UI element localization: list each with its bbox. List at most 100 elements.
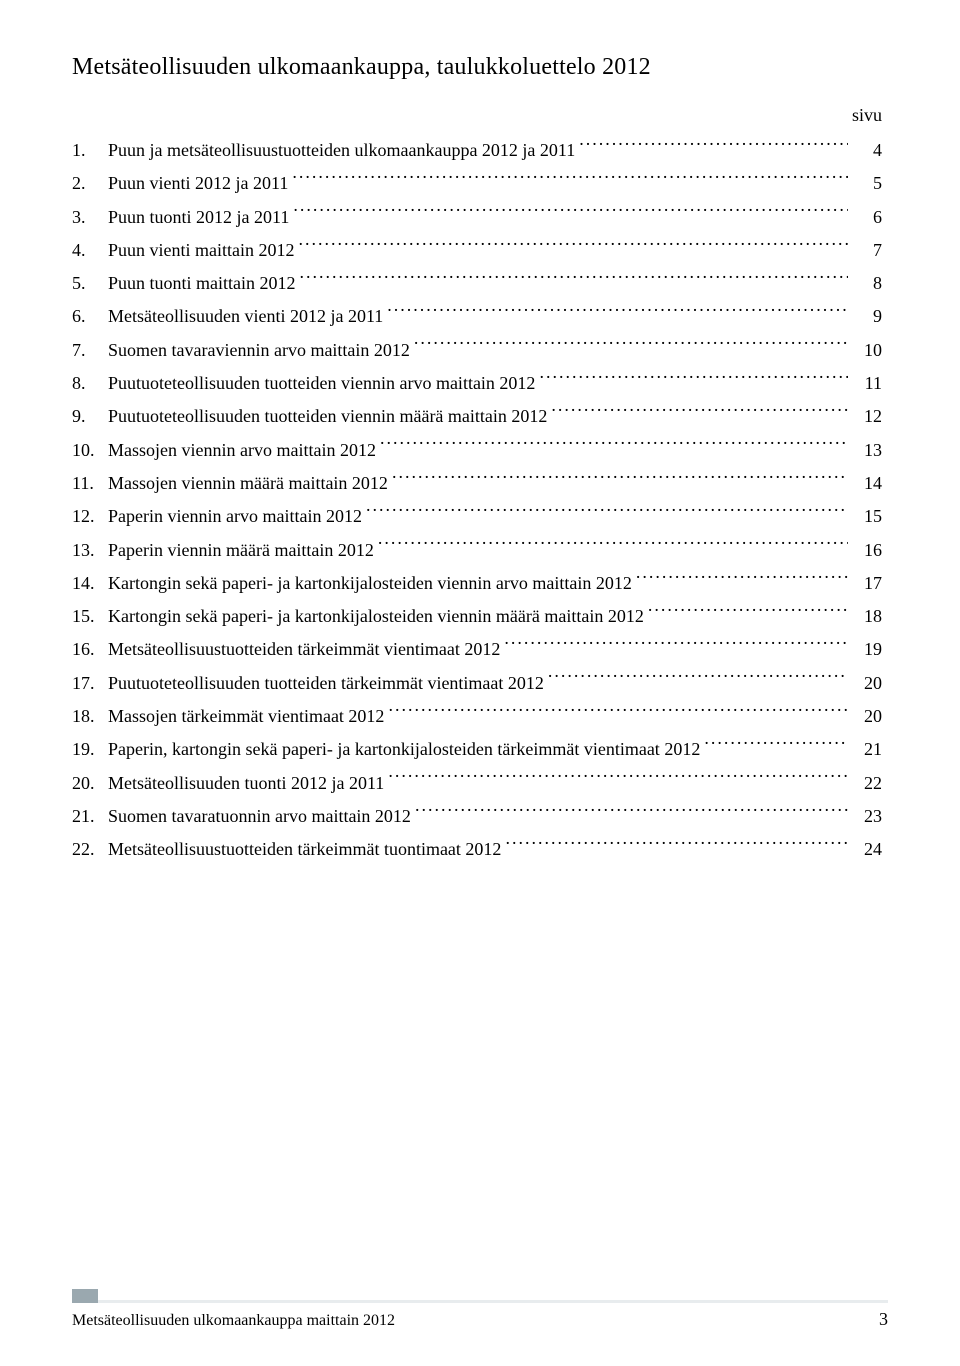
toc-item-number: 2. bbox=[72, 167, 108, 200]
toc-item-page: 4 bbox=[852, 134, 888, 167]
toc-leader-dots bbox=[392, 471, 848, 489]
toc-item-text: Puun ja metsäteollisuustuotteiden ulkoma… bbox=[108, 134, 575, 167]
toc-item-number: 3. bbox=[72, 201, 108, 234]
toc-item-number: 20. bbox=[72, 767, 108, 800]
toc-item-text: Metsäteollisuustuotteiden tärkeimmät vie… bbox=[108, 633, 500, 666]
toc-row: 10.Massojen viennin arvo maittain 201213 bbox=[72, 434, 888, 467]
toc-item-text: Metsäteollisuuden tuonti 2012 ja 2011 bbox=[108, 767, 384, 800]
toc-item-number: 15. bbox=[72, 600, 108, 633]
toc-item-number: 1. bbox=[72, 134, 108, 167]
toc-row: 2.Puun vienti 2012 ja 20115 bbox=[72, 167, 888, 200]
toc-item-text: Kartongin sekä paperi- ja kartonkijalost… bbox=[108, 600, 644, 633]
footer-page-number: 3 bbox=[879, 1309, 888, 1330]
toc-item-number: 21. bbox=[72, 800, 108, 833]
footer-text: Metsäteollisuuden ulkomaankauppa maittai… bbox=[72, 1312, 395, 1330]
toc-row: 20.Metsäteollisuuden tuonti 2012 ja 2011… bbox=[72, 767, 888, 800]
footer-line: Metsäteollisuuden ulkomaankauppa maittai… bbox=[72, 1309, 888, 1330]
toc-item-number: 16. bbox=[72, 633, 108, 666]
toc-row: 13.Paperin viennin määrä maittain 2012 16 bbox=[72, 534, 888, 567]
toc-leader-dots bbox=[414, 338, 848, 356]
toc-item-number: 9. bbox=[72, 400, 108, 433]
page-footer: Metsäteollisuuden ulkomaankauppa maittai… bbox=[0, 1289, 960, 1330]
toc-row: 3.Puun tuonti 2012 ja 2011 6 bbox=[72, 201, 888, 234]
toc-item-number: 19. bbox=[72, 733, 108, 766]
toc-item-page: 10 bbox=[852, 334, 888, 367]
toc-item-text: Puutuoteteollisuuden tuotteiden viennin … bbox=[108, 400, 547, 433]
toc-leader-dots bbox=[378, 538, 848, 556]
toc-item-number: 4. bbox=[72, 234, 108, 267]
toc-item-text: Puun vienti maittain 2012 bbox=[108, 234, 295, 267]
toc-row: 14.Kartongin sekä paperi- ja kartonkijal… bbox=[72, 567, 888, 600]
toc-item-page: 20 bbox=[852, 667, 888, 700]
toc-item-page: 17 bbox=[852, 567, 888, 600]
toc-item-number: 12. bbox=[72, 500, 108, 533]
toc-item-text: Massojen tärkeimmät vientimaat 2012 bbox=[108, 700, 384, 733]
toc-item-page: 6 bbox=[852, 201, 888, 234]
toc-item-text: Metsäteollisuuden vienti 2012 ja 2011 bbox=[108, 300, 383, 333]
toc-item-text: Paperin viennin määrä maittain 2012 bbox=[108, 534, 374, 567]
toc-item-page: 21 bbox=[852, 733, 888, 766]
toc-item-text: Massojen viennin määrä maittain 2012 bbox=[108, 467, 388, 500]
toc-leader-dots bbox=[388, 771, 848, 789]
toc-item-page: 18 bbox=[852, 600, 888, 633]
toc-leader-dots bbox=[387, 304, 848, 322]
toc-item-page: 9 bbox=[852, 300, 888, 333]
toc-leader-dots bbox=[505, 837, 848, 855]
toc-leader-dots bbox=[539, 371, 848, 389]
toc-leader-dots bbox=[636, 571, 848, 589]
toc-row: 16.Metsäteollisuustuotteiden tärkeimmät … bbox=[72, 633, 888, 666]
toc-item-number: 14. bbox=[72, 567, 108, 600]
toc-item-number: 6. bbox=[72, 300, 108, 333]
toc-item-page: 22 bbox=[852, 767, 888, 800]
toc-row: 4.Puun vienti maittain 2012 7 bbox=[72, 234, 888, 267]
toc-item-text: Paperin viennin arvo maittain 2012 bbox=[108, 500, 362, 533]
toc-row: 18.Massojen tärkeimmät vientimaat 2012 20 bbox=[72, 700, 888, 733]
toc-row: 6.Metsäteollisuuden vienti 2012 ja 2011 9 bbox=[72, 300, 888, 333]
toc-leader-dots bbox=[551, 404, 848, 422]
toc-item-page: 24 bbox=[852, 833, 888, 866]
toc-row: 19.Paperin, kartongin sekä paperi- ja ka… bbox=[72, 733, 888, 766]
toc-item-page: 14 bbox=[852, 467, 888, 500]
toc-item-text: Suomen tavaratuonnin arvo maittain 2012 bbox=[108, 800, 411, 833]
toc-item-number: 13. bbox=[72, 534, 108, 567]
toc-leader-dots bbox=[293, 205, 848, 223]
toc-leader-dots bbox=[704, 737, 848, 755]
toc-row: 7.Suomen tavaraviennin arvo maittain 201… bbox=[72, 334, 888, 367]
toc-leader-dots bbox=[300, 271, 849, 289]
toc-row: 5.Puun tuonti maittain 20128 bbox=[72, 267, 888, 300]
toc-item-number: 10. bbox=[72, 434, 108, 467]
toc-leader-dots bbox=[380, 438, 848, 456]
toc-item-number: 22. bbox=[72, 833, 108, 866]
toc-item-number: 18. bbox=[72, 700, 108, 733]
toc-item-page: 19 bbox=[852, 633, 888, 666]
toc-leader-dots bbox=[504, 637, 848, 655]
toc-leader-dots bbox=[648, 604, 848, 622]
toc-item-text: Kartongin sekä paperi- ja kartonkijalost… bbox=[108, 567, 632, 600]
table-of-contents: 1.Puun ja metsäteollisuustuotteiden ulko… bbox=[72, 134, 888, 867]
toc-item-number: 7. bbox=[72, 334, 108, 367]
toc-item-text: Puutuoteteollisuuden tuotteiden tärkeimm… bbox=[108, 667, 544, 700]
toc-item-text: Puun tuonti 2012 ja 2011 bbox=[108, 201, 289, 234]
footer-bar-dark bbox=[72, 1289, 98, 1303]
toc-row: 8.Puutuoteteollisuuden tuotteiden vienni… bbox=[72, 367, 888, 400]
toc-row: 1.Puun ja metsäteollisuustuotteiden ulko… bbox=[72, 134, 888, 167]
toc-row: 11.Massojen viennin määrä maittain 20121… bbox=[72, 467, 888, 500]
toc-item-text: Suomen tavaraviennin arvo maittain 2012 bbox=[108, 334, 410, 367]
toc-item-page: 20 bbox=[852, 700, 888, 733]
footer-accent-bar bbox=[72, 1289, 888, 1303]
toc-leader-dots bbox=[388, 704, 848, 722]
toc-item-page: 13 bbox=[852, 434, 888, 467]
toc-row: 9.Puutuoteteollisuuden tuotteiden vienni… bbox=[72, 400, 888, 433]
toc-item-text: Puun vienti 2012 ja 2011 bbox=[108, 167, 288, 200]
toc-leader-dots bbox=[548, 671, 848, 689]
toc-item-text: Paperin, kartongin sekä paperi- ja karto… bbox=[108, 733, 700, 766]
toc-item-page: 7 bbox=[852, 234, 888, 267]
toc-item-page: 11 bbox=[852, 367, 888, 400]
toc-leader-dots bbox=[415, 804, 848, 822]
toc-item-page: 16 bbox=[852, 534, 888, 567]
toc-row: 22.Metsäteollisuustuotteiden tärkeimmät … bbox=[72, 833, 888, 866]
toc-row: 12.Paperin viennin arvo maittain 201215 bbox=[72, 500, 888, 533]
toc-leader-dots bbox=[366, 504, 848, 522]
toc-leader-dots bbox=[299, 238, 849, 256]
toc-item-page: 12 bbox=[852, 400, 888, 433]
